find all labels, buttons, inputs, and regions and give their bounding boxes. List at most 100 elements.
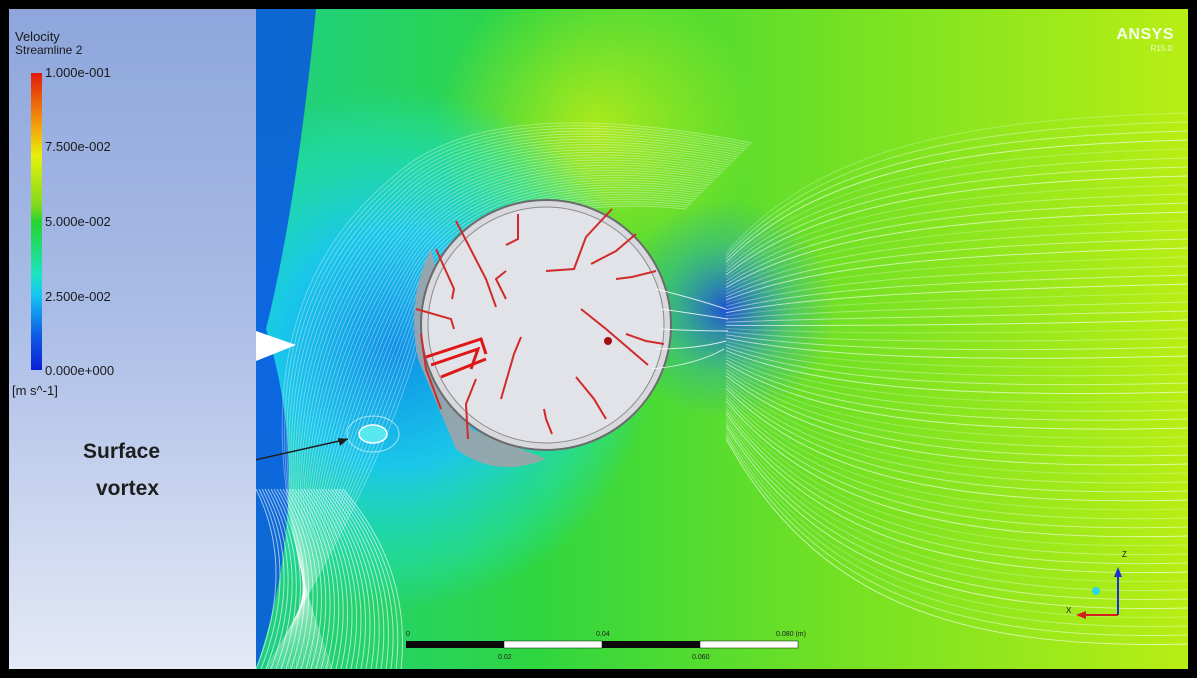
streamline bbox=[725, 175, 1188, 276]
streamline bbox=[306, 488, 349, 669]
legend-tick: 5.000e-002 bbox=[45, 214, 111, 229]
rotor-inner-disk bbox=[427, 206, 665, 444]
streamline bbox=[264, 488, 289, 669]
streamline bbox=[273, 488, 301, 669]
streamline bbox=[725, 372, 1188, 457]
streamline bbox=[261, 488, 285, 669]
streamline bbox=[256, 488, 277, 669]
scale-label: 0.04 bbox=[596, 631, 610, 638]
streamline bbox=[303, 488, 344, 669]
streamline bbox=[725, 381, 1188, 484]
streamline bbox=[725, 130, 1188, 260]
legend-tick: 7.500e-002 bbox=[45, 139, 111, 154]
streamline bbox=[725, 429, 1188, 618]
streamline bbox=[300, 488, 340, 669]
streamline bbox=[285, 182, 707, 669]
streamline bbox=[725, 350, 1188, 395]
streamline bbox=[302, 159, 725, 669]
annotation-arrow bbox=[256, 438, 349, 461]
streamline bbox=[725, 413, 1188, 574]
surface-vortex bbox=[358, 424, 388, 444]
streamline bbox=[336, 488, 394, 669]
streamline bbox=[270, 488, 297, 669]
streamline bbox=[296, 141, 739, 669]
streamline bbox=[339, 488, 399, 669]
streamline bbox=[725, 292, 1188, 317]
streamline bbox=[288, 488, 323, 669]
streamline bbox=[725, 435, 1188, 636]
color-bar bbox=[31, 73, 42, 370]
streamline bbox=[725, 343, 1188, 377]
streamline bbox=[725, 229, 1188, 295]
streamline bbox=[725, 247, 1188, 301]
axes-triad: Z X bbox=[1066, 550, 1127, 619]
streamline bbox=[725, 356, 1188, 412]
streamline bbox=[725, 353, 1188, 403]
ansys-logo: ANSYS bbox=[1116, 26, 1174, 43]
streamline bbox=[297, 167, 719, 669]
streamline bbox=[281, 122, 753, 669]
streamline bbox=[283, 184, 705, 669]
streamline bbox=[725, 438, 1188, 645]
streamline bbox=[725, 274, 1188, 311]
streamline bbox=[725, 400, 1188, 538]
streamline bbox=[282, 488, 314, 669]
streamline bbox=[725, 391, 1188, 511]
streamline bbox=[297, 144, 737, 669]
streamline bbox=[725, 265, 1188, 307]
rotor-blades bbox=[415, 208, 665, 440]
streamline bbox=[286, 127, 749, 669]
streamline bbox=[291, 488, 327, 669]
streamline bbox=[725, 211, 1188, 288]
streamline bbox=[725, 387, 1188, 502]
scale-label: 0.060 bbox=[692, 654, 710, 661]
scale-label: 0.02 bbox=[498, 654, 512, 661]
streamline bbox=[725, 184, 1188, 279]
legend-title: Velocity bbox=[15, 29, 60, 44]
streamline bbox=[725, 148, 1188, 266]
streamline bbox=[301, 151, 731, 669]
streamline bbox=[725, 331, 1188, 342]
wall-notch bbox=[256, 331, 296, 361]
streamline bbox=[312, 488, 357, 669]
streamline bbox=[725, 340, 1188, 368]
streamline bbox=[725, 157, 1188, 270]
streamline bbox=[725, 369, 1188, 448]
streamline bbox=[725, 283, 1188, 314]
legend-tick: 0.000e+000 bbox=[45, 363, 115, 378]
streamline bbox=[725, 432, 1188, 627]
streamline bbox=[279, 488, 310, 669]
streamline bbox=[295, 169, 717, 669]
streamline bbox=[299, 146, 735, 669]
streamline bbox=[725, 193, 1188, 282]
streamline bbox=[725, 425, 1188, 609]
wake-streamlines bbox=[650, 288, 729, 370]
streamline bbox=[258, 488, 281, 669]
streamline bbox=[327, 488, 380, 669]
scale-bar: 0 0.04 0.080 (m) 0.02 0.060 bbox=[406, 631, 806, 661]
streamline bbox=[725, 139, 1188, 263]
streamline bbox=[725, 346, 1188, 386]
streamline bbox=[725, 328, 1188, 334]
streamline bbox=[315, 488, 362, 669]
legend-tick: 1.000e-001 bbox=[45, 65, 111, 80]
legend-subtitle: Streamline 2 bbox=[15, 43, 83, 57]
streamline bbox=[285, 488, 318, 669]
viewport: Velocity Streamline 2 1.000e-001 7.500e-… bbox=[9, 9, 1188, 669]
streamline bbox=[725, 319, 1188, 327]
streamline bbox=[725, 410, 1188, 565]
streamline bbox=[294, 488, 331, 669]
streamline bbox=[267, 488, 293, 669]
streamline bbox=[725, 394, 1188, 520]
scale-label: 0.080 (m) bbox=[776, 631, 806, 638]
streamline bbox=[725, 310, 1188, 323]
streamline bbox=[725, 256, 1188, 304]
streamline bbox=[297, 488, 335, 669]
streamline bbox=[302, 154, 729, 669]
streamline bbox=[725, 301, 1188, 320]
streamline bbox=[276, 488, 306, 669]
annotation-label-surface: Surface bbox=[83, 440, 161, 463]
streamline bbox=[725, 337, 1188, 359]
legend-tick: 2.500e-002 bbox=[45, 289, 111, 304]
streamline bbox=[725, 397, 1188, 529]
